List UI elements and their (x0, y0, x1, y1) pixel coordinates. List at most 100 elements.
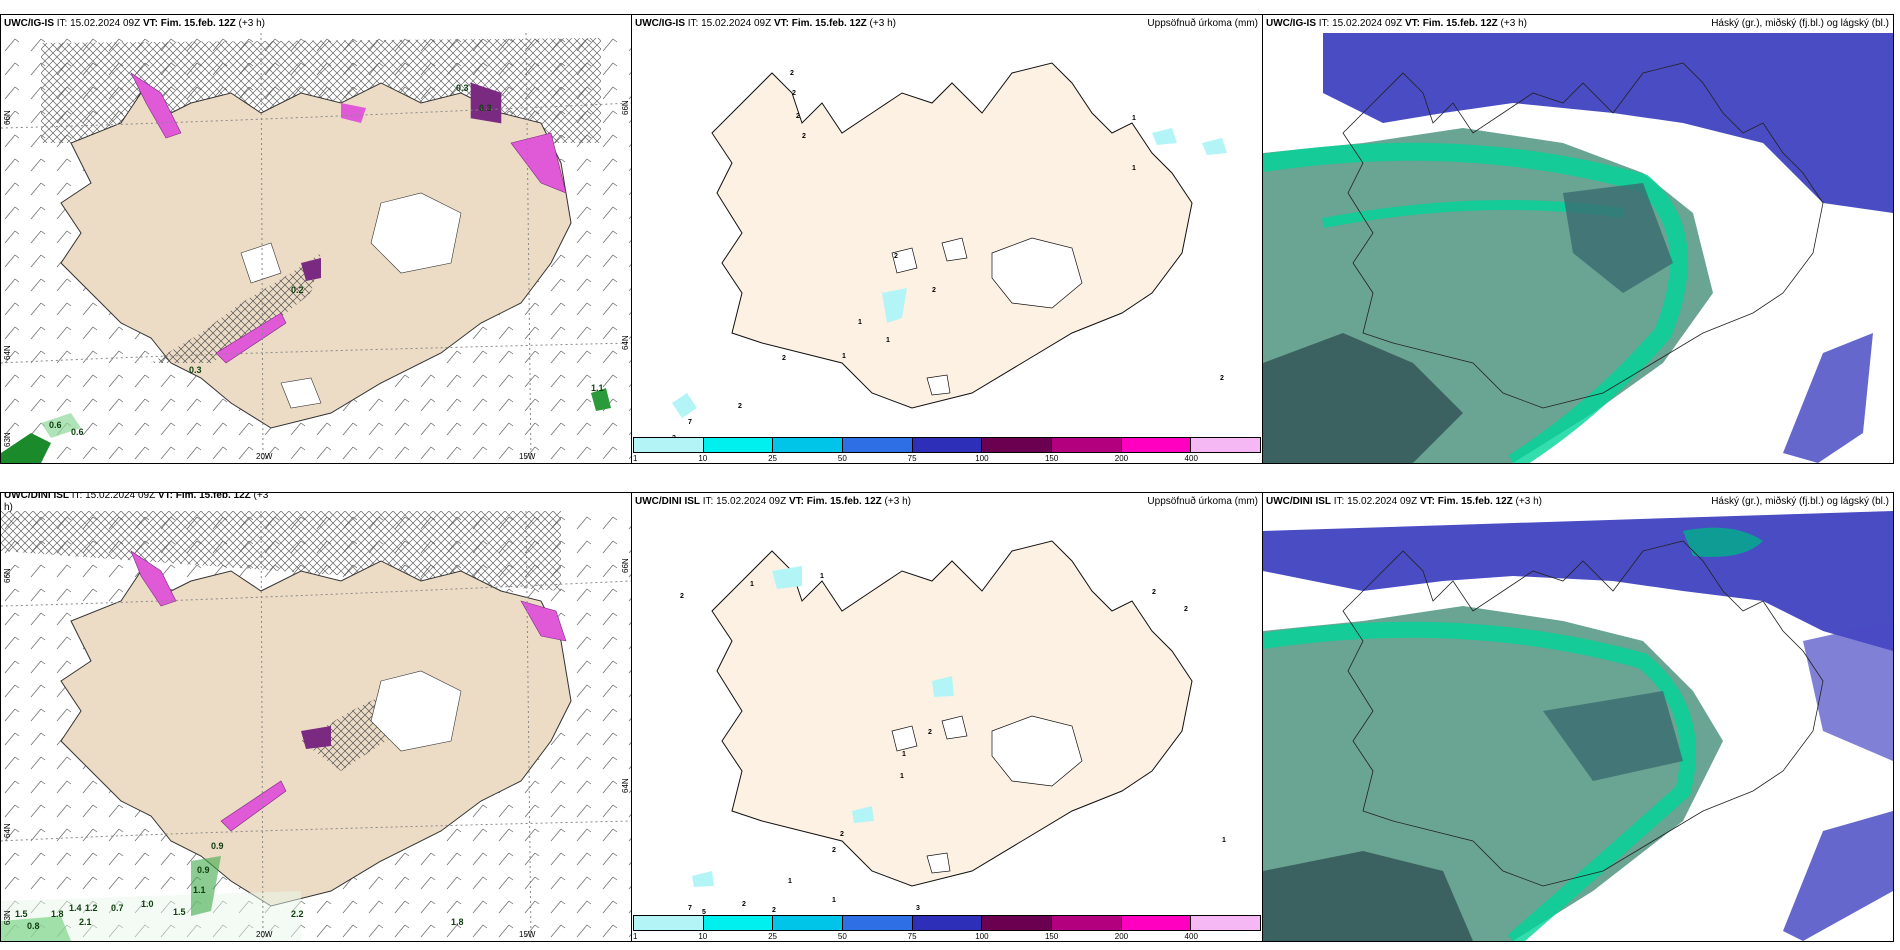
value-label: 0.9 (211, 841, 224, 851)
value-label: 1.1 (193, 885, 206, 895)
legend-swatch (703, 916, 774, 930)
value-label: 0.3 (189, 365, 202, 375)
lat-label: 66N (3, 568, 12, 583)
legend-swatch (1052, 916, 1122, 930)
precip-value: 1 (788, 878, 792, 885)
precip-value: 1 (820, 573, 824, 580)
legend-tick: 200 (1114, 454, 1129, 463)
legend-swatch (843, 916, 913, 930)
precip-value: 2 (790, 70, 794, 77)
panel-title: UWC/IG-IS IT: 15.02.2024 09Z VT: Fim. 15… (635, 18, 896, 29)
legend-tick: 100 (975, 454, 989, 463)
lon-label: 20W (256, 452, 273, 461)
cloud-map-top-right (1263, 33, 1893, 463)
value-label: 0.7 (111, 903, 124, 913)
value-label: 1.8 (451, 917, 464, 927)
precip-value: 1 (832, 897, 836, 904)
value-label: 0.8 (27, 921, 40, 931)
precip-value: 7 (688, 905, 692, 912)
value-label: 0.6 (49, 420, 62, 430)
value-label: 0.3 (479, 103, 492, 113)
lon-label: 20W (256, 930, 273, 939)
value-label: 0.9 (197, 865, 210, 875)
panel-subtitle: Uppsöfnuð úrkoma (mm) (1147, 18, 1258, 29)
precip-map-top-middle (672, 62, 1227, 418)
lat-label: 64N (3, 823, 12, 838)
precip-value: 2 (840, 831, 844, 838)
precip-value: 2 (1152, 589, 1156, 596)
legend-tick: 100 (975, 932, 989, 941)
legend-tick: 50 (837, 932, 847, 941)
panel-title: UWC/DINI ISL IT: 15.02.2024 09Z VT: Fim.… (1266, 496, 1542, 507)
legend-swatch (634, 438, 704, 452)
legend-tick: 400 (1184, 932, 1198, 941)
lon-label: 15W (519, 930, 536, 939)
cloud-map-bottom-right (1263, 511, 1893, 941)
value-label: 0.2 (291, 285, 304, 295)
panel-title: UWC/IG-IS IT: 15.02.2024 09Z VT: Fim. 15… (1266, 18, 1527, 29)
legend-tick: 50 (837, 454, 847, 463)
panel-top-middle: UWC/IG-IS IT: 15.02.2024 09Z VT: Fim. 15… (631, 14, 1263, 464)
precip-value: 2 (932, 287, 936, 294)
panel-subtitle: Háský (gr.), miðský (fj.bl.) og lágský (… (1711, 496, 1889, 507)
legend-swatch (1191, 916, 1261, 930)
lat-label: 66N (3, 110, 12, 125)
legend-swatch (773, 916, 844, 930)
lat-label: 66N (621, 558, 630, 573)
legend-swatch (773, 438, 844, 452)
precip-value: 2 (772, 907, 776, 914)
panel-top-right: UWC/IG-IS IT: 15.02.2024 09Z VT: Fim. 15… (1262, 14, 1894, 464)
precip-value: 2 (680, 593, 684, 600)
lat-label: 66N (621, 100, 630, 115)
value-label: 1.4 (69, 903, 82, 913)
precip-value: 1 (1132, 165, 1136, 172)
value-label: 1.1 (591, 383, 604, 393)
legend-tick: 150 (1044, 454, 1059, 463)
legend-tick: 10 (698, 454, 708, 463)
legend-swatch (912, 916, 983, 930)
lat-label: 64N (621, 778, 630, 793)
precip-legend: 1 10 25 50 75 100 150 200 400 (632, 437, 1262, 463)
legend-tick: 75 (907, 454, 917, 463)
value-label: 1.0 (141, 899, 154, 909)
legend-swatch (843, 438, 913, 452)
value-label: 1.8 (51, 909, 64, 919)
precip-legend: 1 10 25 50 75 100 150 200 400 (632, 915, 1262, 941)
precip-value: 2 (832, 847, 836, 854)
precip-value: 2 (1220, 375, 1224, 382)
legend-tick: 75 (907, 932, 917, 941)
legend-tick: 1 (633, 454, 638, 463)
panel-bottom-right: UWC/DINI ISL IT: 15.02.2024 09Z VT: Fim.… (1262, 492, 1894, 942)
precip-value: 2 (894, 253, 898, 260)
panel-title: UWC/DINI ISL IT: 15.02.2024 09Z VT: Fim.… (4, 492, 269, 501)
value-label: 1.2 (85, 903, 98, 913)
panel-subtitle: Háský (gr.), miðský (fj.bl.) og lágský (… (1711, 18, 1889, 29)
legend-tick: 150 (1044, 932, 1059, 941)
legend-swatch (982, 916, 1053, 930)
precip-value: 1 (842, 353, 846, 360)
precip-value: 2 (738, 403, 742, 410)
value-label: 0.6 (71, 427, 84, 437)
precip-value: 1 (1222, 837, 1226, 844)
legend-tick: 1 (633, 932, 638, 941)
panel-bottom-left: UWC/DINI ISL IT: 15.02.2024 09Z VT: Fim.… (0, 492, 632, 942)
legend-tick: 200 (1114, 932, 1129, 941)
precip-value: 1 (858, 319, 862, 326)
legend-swatch (1121, 438, 1192, 452)
legend-swatch (1121, 916, 1192, 930)
value-label: 0.3 (456, 83, 469, 93)
precip-value: 2 (802, 133, 806, 140)
panel-title-wrap: h) (4, 502, 13, 513)
precip-value: 1 (1132, 115, 1136, 122)
precip-value: 2 (792, 90, 796, 97)
panel-top-left: UWC/IG-IS IT: 15.02.2024 09Z VT: Fim. 15… (0, 14, 632, 464)
precip-value: 1 (886, 337, 890, 344)
legend-tick: 25 (768, 932, 777, 941)
legend-swatch (1052, 438, 1122, 452)
precip-value: 2 (928, 729, 932, 736)
lat-label: 63N (3, 910, 12, 925)
precip-value: 5 (702, 909, 706, 916)
precip-value: 2 (796, 113, 800, 120)
panel-title: UWC/DINI ISL IT: 15.02.2024 09Z VT: Fim.… (635, 496, 911, 507)
value-label: 1.5 (173, 907, 186, 917)
